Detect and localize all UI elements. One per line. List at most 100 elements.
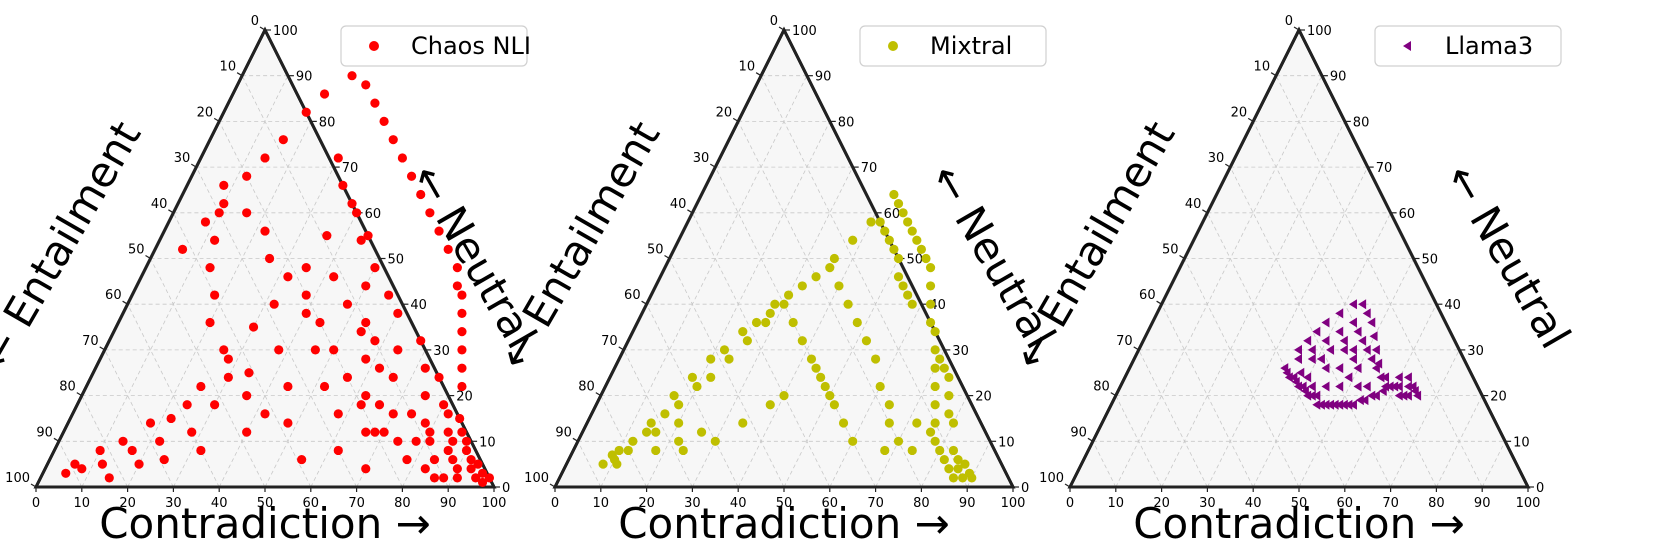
- data-point: [361, 391, 371, 401]
- data-point: [898, 281, 908, 291]
- data-point: [1339, 335, 1348, 346]
- data-point: [1353, 326, 1362, 337]
- data-point: [219, 180, 229, 190]
- data-point: [196, 445, 206, 456]
- data-point: [783, 290, 794, 300]
- data-point: [797, 281, 807, 291]
- data-point: [104, 473, 114, 483]
- data-point: [1390, 381, 1399, 392]
- data-point: [925, 281, 936, 291]
- tick-mark-left: [1156, 300, 1162, 305]
- data-point: [884, 418, 894, 428]
- tick-mark-left: [1087, 437, 1094, 442]
- data-point: [393, 436, 403, 446]
- tick-mark-left: [53, 437, 60, 442]
- data-point: [420, 464, 430, 474]
- data-point: [1353, 363, 1362, 374]
- data-point: [452, 473, 462, 483]
- grid-line-entailment: [646, 304, 739, 488]
- data-point: [166, 413, 176, 424]
- tick-label-bottom: 70: [1382, 496, 1399, 511]
- data-point: [205, 317, 215, 328]
- grid-line-entailment: [600, 395, 647, 488]
- grid-line-contradiction: [264, 258, 380, 488]
- tick-label-left: 10: [739, 60, 756, 75]
- data-point: [953, 454, 963, 465]
- data-point: [1362, 381, 1371, 392]
- tick-label-bottom: 30: [165, 496, 182, 511]
- data-point: [452, 464, 462, 474]
- data-point: [429, 454, 440, 465]
- axis-label-contradiction: Contradiction →: [1133, 499, 1465, 548]
- grid-line-entailment: [1229, 166, 1391, 488]
- data-point: [1303, 335, 1312, 346]
- data-point: [1403, 381, 1412, 392]
- tick-label-left: 0: [251, 14, 259, 29]
- data-point: [825, 263, 835, 273]
- tick-label-left: 80: [578, 380, 595, 395]
- tick-label-right: 30: [952, 344, 969, 359]
- data-point: [248, 322, 259, 332]
- data-point: [1326, 344, 1335, 355]
- data-point: [310, 345, 320, 355]
- data-point: [361, 281, 371, 291]
- tick-label-right: 80: [1353, 115, 1370, 130]
- data-point: [242, 208, 252, 218]
- data-point: [958, 473, 968, 483]
- data-point: [301, 107, 311, 117]
- data-point: [1312, 390, 1321, 401]
- data-point: [1321, 363, 1330, 374]
- data-point: [1362, 344, 1371, 355]
- data-point: [244, 368, 254, 378]
- data-point: [884, 235, 894, 245]
- tick-label-right: 10: [998, 435, 1015, 450]
- data-point: [816, 372, 826, 382]
- data-point: [269, 299, 279, 309]
- data-point: [696, 427, 707, 437]
- data-point: [1321, 317, 1330, 328]
- data-point: [1394, 372, 1403, 383]
- data-point: [852, 317, 862, 328]
- data-point: [1355, 395, 1364, 406]
- grid-line-contradiction: [692, 166, 854, 488]
- data-point: [761, 317, 771, 328]
- data-point: [907, 226, 917, 236]
- tick-label-left: 70: [1116, 334, 1133, 349]
- tick-label-bottom: 40: [730, 496, 747, 511]
- data-point: [319, 381, 330, 392]
- data-point: [1312, 326, 1321, 337]
- grid-line-entailment: [127, 304, 220, 488]
- tick-label-bottom: 0: [1066, 496, 1074, 511]
- data-point: [651, 427, 661, 437]
- data-point: [406, 409, 417, 419]
- data-point: [848, 436, 858, 446]
- data-point: [196, 381, 206, 392]
- data-point: [425, 427, 435, 437]
- data-point: [692, 381, 702, 392]
- tick-mark-left: [1247, 117, 1254, 122]
- data-point: [420, 418, 430, 428]
- data-point: [352, 208, 362, 218]
- data-point: [406, 171, 417, 181]
- data-point: [1385, 381, 1394, 392]
- data-point: [443, 445, 453, 456]
- data-point: [875, 381, 885, 392]
- data-point: [1307, 344, 1316, 355]
- grid-line-entailment: [104, 349, 174, 488]
- data-point: [333, 153, 343, 163]
- data-point: [1374, 358, 1383, 369]
- data-point: [443, 427, 453, 437]
- data-point: [706, 372, 716, 382]
- data-point: [1348, 399, 1357, 410]
- data-point: [935, 445, 945, 456]
- data-point: [848, 235, 858, 245]
- data-point: [1348, 317, 1357, 328]
- data-point: [425, 436, 435, 446]
- data-point: [1369, 331, 1378, 342]
- data-point: [322, 231, 332, 241]
- data-point: [1294, 344, 1302, 355]
- data-point: [838, 418, 849, 428]
- data-point: [1344, 399, 1353, 410]
- data-point: [930, 418, 940, 428]
- data-point: [1335, 399, 1344, 410]
